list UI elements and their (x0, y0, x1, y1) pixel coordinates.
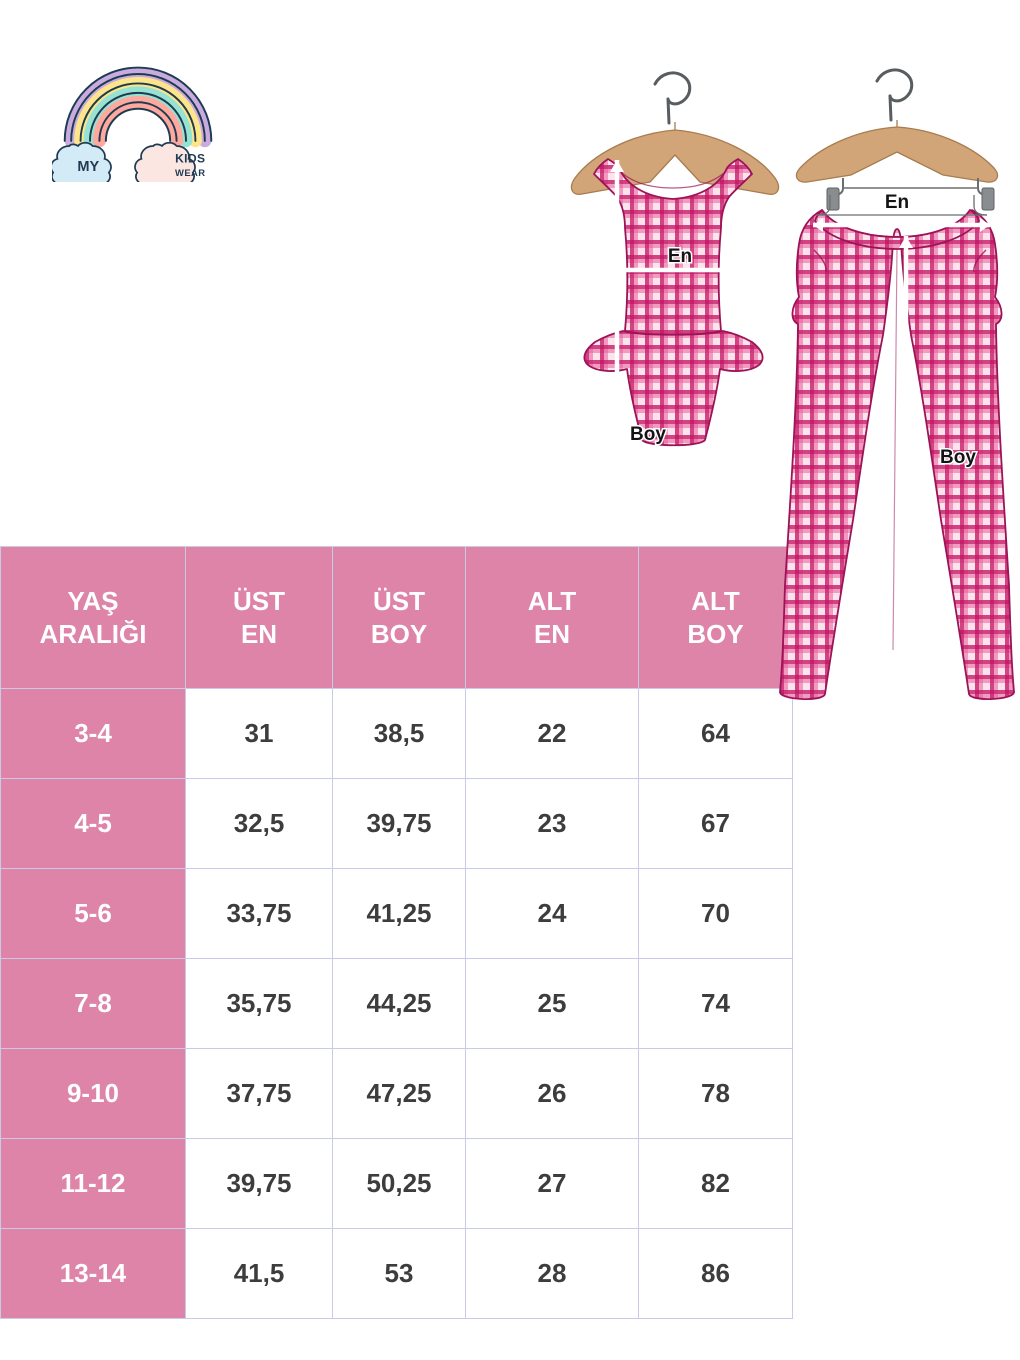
svg-text:En: En (885, 192, 909, 213)
svg-text:En: En (668, 246, 692, 267)
svg-text:Boy: Boy (940, 447, 976, 468)
svg-text:Boy: Boy (630, 424, 666, 445)
svg-text:KIDS: KIDS (175, 151, 205, 165)
svg-text:WEAR: WEAR (175, 167, 205, 178)
svg-text:MY: MY (77, 159, 99, 175)
